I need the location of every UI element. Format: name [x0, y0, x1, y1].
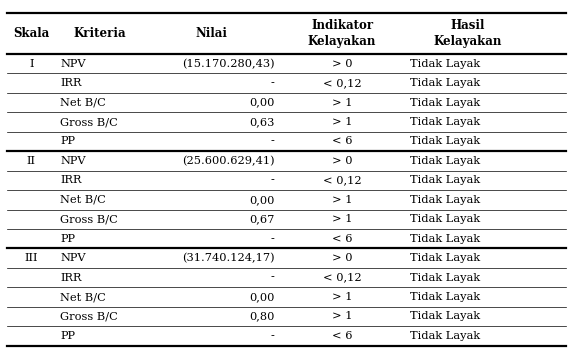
Text: III: III [25, 253, 38, 263]
Text: > 0: > 0 [332, 59, 352, 69]
Text: Indikator
Kelayakan: Indikator Kelayakan [308, 19, 376, 48]
Text: > 1: > 1 [332, 117, 352, 127]
Text: Tidak Layak: Tidak Layak [410, 253, 480, 263]
Text: > 1: > 1 [332, 98, 352, 108]
Text: Tidak Layak: Tidak Layak [410, 136, 480, 147]
Text: Gross B/C: Gross B/C [60, 311, 118, 321]
Text: I: I [29, 59, 33, 69]
Text: 0,63: 0,63 [249, 117, 274, 127]
Text: -: - [270, 78, 274, 88]
Text: 0,00: 0,00 [249, 292, 274, 302]
Text: Net B/C: Net B/C [60, 292, 106, 302]
Text: (25.600.629,41): (25.600.629,41) [182, 156, 274, 166]
Text: Tidak Layak: Tidak Layak [410, 175, 480, 185]
Text: II: II [27, 156, 36, 166]
Text: NPV: NPV [60, 156, 86, 166]
Text: Tidak Layak: Tidak Layak [410, 98, 480, 108]
Text: PP: PP [60, 234, 75, 244]
Text: 0,67: 0,67 [249, 214, 274, 224]
Text: NPV: NPV [60, 253, 86, 263]
Text: PP: PP [60, 331, 75, 341]
Text: Net B/C: Net B/C [60, 195, 106, 205]
Text: < 6: < 6 [332, 234, 352, 244]
Text: IRR: IRR [60, 78, 82, 88]
Text: > 1: > 1 [332, 311, 352, 321]
Text: Tidak Layak: Tidak Layak [410, 59, 480, 69]
Text: PP: PP [60, 136, 75, 147]
Text: Tidak Layak: Tidak Layak [410, 214, 480, 224]
Text: (31.740.124,17): (31.740.124,17) [182, 253, 274, 263]
Text: IRR: IRR [60, 273, 82, 283]
Text: < 6: < 6 [332, 331, 352, 341]
Text: Kriteria: Kriteria [74, 27, 126, 40]
Text: 0,00: 0,00 [249, 98, 274, 108]
Text: Tidak Layak: Tidak Layak [410, 195, 480, 205]
Text: -: - [270, 136, 274, 147]
Text: -: - [270, 331, 274, 341]
Text: (15.170.280,43): (15.170.280,43) [182, 59, 274, 69]
Text: NPV: NPV [60, 59, 86, 69]
Text: Tidak Layak: Tidak Layak [410, 331, 480, 341]
Text: Tidak Layak: Tidak Layak [410, 292, 480, 302]
Text: < 6: < 6 [332, 136, 352, 147]
Text: Tidak Layak: Tidak Layak [410, 117, 480, 127]
Text: > 0: > 0 [332, 253, 352, 263]
Text: 0,80: 0,80 [249, 311, 274, 321]
Text: < 0,12: < 0,12 [323, 175, 362, 185]
Text: Tidak Layak: Tidak Layak [410, 156, 480, 166]
Text: Gross B/C: Gross B/C [60, 117, 118, 127]
Text: Tidak Layak: Tidak Layak [410, 311, 480, 321]
Text: Skala: Skala [13, 27, 49, 40]
Text: Hasil
Kelayakan: Hasil Kelayakan [434, 19, 503, 48]
Text: > 1: > 1 [332, 292, 352, 302]
Text: Tidak Layak: Tidak Layak [410, 234, 480, 244]
Text: Tidak Layak: Tidak Layak [410, 273, 480, 283]
Text: Net B/C: Net B/C [60, 98, 106, 108]
Text: IRR: IRR [60, 175, 82, 185]
Text: > 1: > 1 [332, 195, 352, 205]
Text: > 0: > 0 [332, 156, 352, 166]
Text: -: - [270, 234, 274, 244]
Text: Nilai: Nilai [196, 27, 227, 40]
Text: -: - [270, 273, 274, 283]
Text: < 0,12: < 0,12 [323, 78, 362, 88]
Text: Gross B/C: Gross B/C [60, 214, 118, 224]
Text: 0,00: 0,00 [249, 195, 274, 205]
Text: -: - [270, 175, 274, 185]
Text: > 1: > 1 [332, 214, 352, 224]
Text: < 0,12: < 0,12 [323, 273, 362, 283]
Text: Tidak Layak: Tidak Layak [410, 78, 480, 88]
